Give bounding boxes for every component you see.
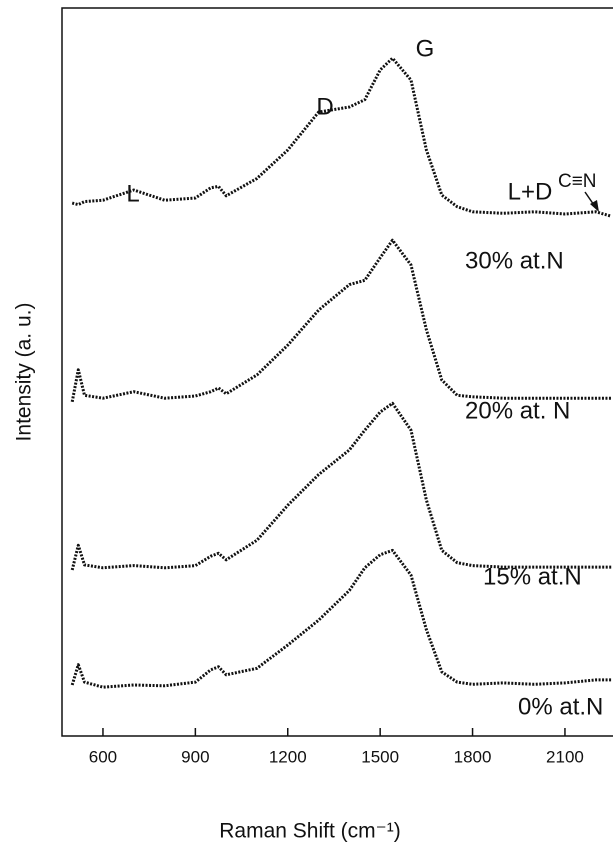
- annotation: D: [316, 93, 333, 120]
- annotation: C≡N: [558, 171, 597, 192]
- spectrum-line: [70, 238, 612, 403]
- spectrum-line: [71, 56, 612, 218]
- spectrum-line: [70, 401, 612, 571]
- x-tick-label: 1200: [269, 747, 307, 766]
- annotation-arrowhead: [590, 200, 599, 212]
- x-tick-label: 900: [181, 747, 209, 766]
- x-tick-label: 1800: [454, 747, 492, 766]
- annotation: G: [416, 35, 435, 62]
- y-axis-label: Intensity (a. u.): [13, 303, 36, 442]
- x-tick-label: 2100: [546, 747, 584, 766]
- annotation: L+D: [508, 178, 553, 205]
- x-tick-label: 1500: [361, 747, 399, 766]
- annotation: L: [126, 180, 139, 207]
- plot-frame: [61, 7, 613, 737]
- series-label: 15% at.N: [483, 563, 582, 590]
- series-label: 30% at.N: [465, 247, 564, 274]
- x-tick-label: 600: [89, 747, 117, 766]
- spectrum-line: [70, 548, 612, 689]
- series-label: 0% at.N: [518, 693, 603, 720]
- x-axis-label: Raman Shift (cm⁻¹): [219, 820, 400, 843]
- series-label: 20% at. N: [465, 397, 570, 424]
